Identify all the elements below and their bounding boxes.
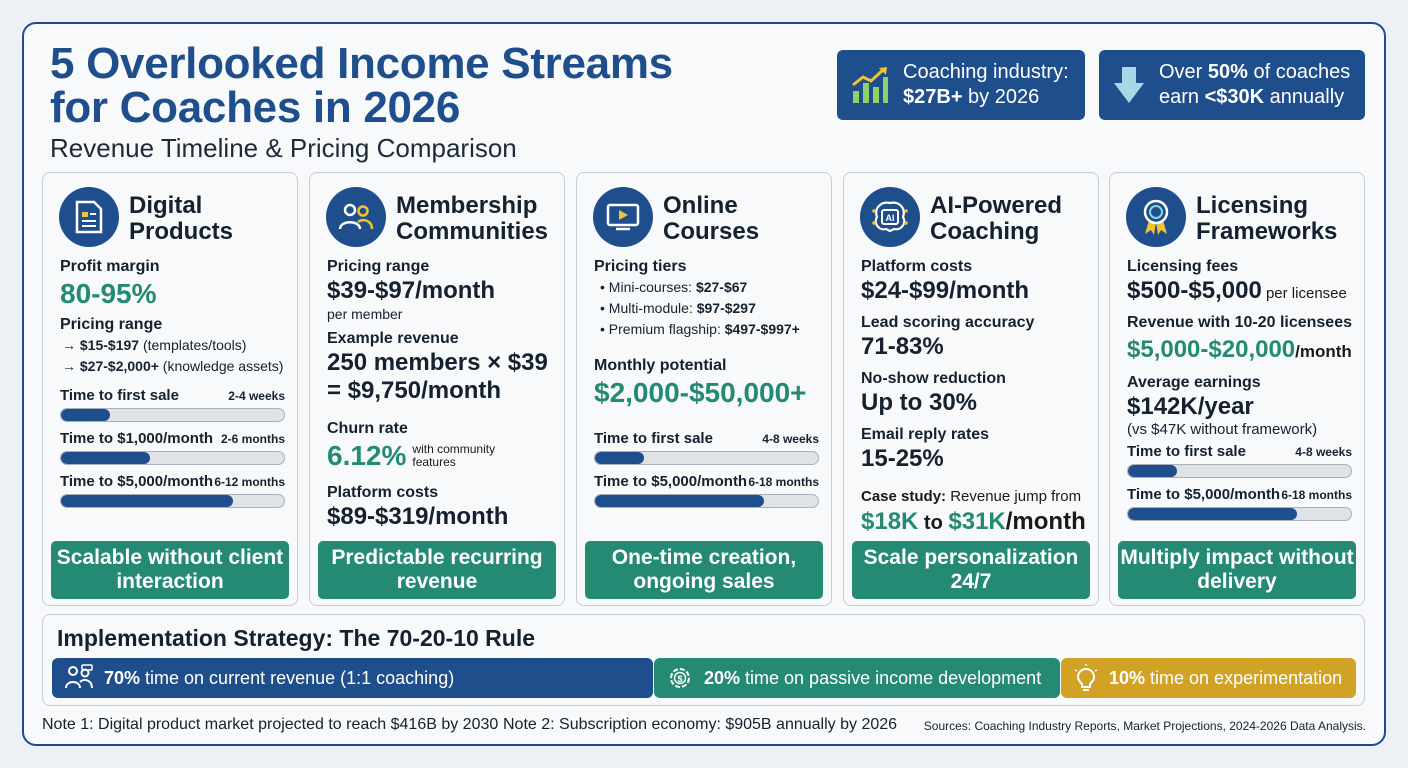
licensing-fees-value: $500-$5,000 per licensee xyxy=(1127,277,1347,304)
profit-margin-label: Profit margin xyxy=(60,258,160,275)
segment-experimentation: 10% time on experimentation xyxy=(1061,658,1356,698)
sources-citation: Sources: Coaching Industry Reports, Mark… xyxy=(923,719,1366,733)
monthly-potential-value: $2,000-$50,000+ xyxy=(594,377,807,408)
document-icon xyxy=(59,187,119,247)
pricing-range-label: Pricing range xyxy=(60,316,163,333)
tier-item: • Premium flagship: $497-$997+ xyxy=(600,321,800,337)
licensee-revenue-value: $5,000-$20,000/month xyxy=(1127,336,1352,363)
platform-costs-value: $24-$99/month xyxy=(861,277,1030,304)
svg-text:$: $ xyxy=(677,674,682,684)
stat-coach-earnings: Over 50% of coaches earn <$30K annually xyxy=(1099,50,1365,120)
churn-rate: 6.12% with community features xyxy=(327,440,496,471)
award-ribbon-icon xyxy=(1126,187,1186,247)
card-cta-banner: Multiply impact without delivery xyxy=(1118,541,1356,599)
card-cta-banner: Scale personalization 24/7 xyxy=(852,541,1090,599)
example-revenue-value: 250 members × $39 = $9,750/month xyxy=(327,349,548,404)
card-cta-banner: One-time creation, ongoing sales xyxy=(585,541,823,599)
progress-5000-month: Time to $5,000/month 6-18 months xyxy=(594,473,819,508)
lightbulb-icon xyxy=(1073,664,1099,692)
video-screen-icon xyxy=(593,187,653,247)
lead-scoring-value: 71-83% xyxy=(861,333,944,360)
email-reply-value: 15-25% xyxy=(861,445,944,472)
case-study-value: $18K to $31K/month xyxy=(861,508,1086,535)
card-title: Online Courses xyxy=(663,192,760,245)
gear-dollar-icon: $ xyxy=(666,664,694,692)
card-title: AI-Powered Coaching xyxy=(930,192,1063,245)
footnote-2: Note 2: Subscription economy: $905B annu… xyxy=(503,716,898,733)
progress-first-sale: Time to first sale 4-8 weeks xyxy=(1127,443,1352,478)
tier-item: • Mini-courses: $27-$67 xyxy=(600,279,748,295)
svg-text:AI: AI xyxy=(886,213,895,223)
bar-chart-up-icon xyxy=(852,67,888,103)
ai-brain-icon: AI xyxy=(860,187,920,247)
card-licensing-frameworks: Licensing Frameworks Licensing fees $500… xyxy=(1109,172,1365,606)
pricing-item: → $27-$2,000+ (knowledge assets) xyxy=(62,358,284,374)
card-cta-banner: Predictable recurring revenue xyxy=(318,541,556,599)
platform-costs-value: $89-$319/month xyxy=(327,503,509,530)
stat-industry-size: Coaching industry: $27B+ by 2026 xyxy=(837,50,1085,120)
implementation-title: Implementation Strategy: The 70-20-10 Ru… xyxy=(57,625,536,651)
page-subtitle: Revenue Timeline & Pricing Comparison xyxy=(50,133,517,163)
arrow-down-icon xyxy=(1114,67,1144,103)
card-cta-banner: Scalable without client interaction xyxy=(51,541,289,599)
tier-item: • Multi-module: $97-$297 xyxy=(600,300,756,316)
pricing-value: $39-$97/month xyxy=(327,277,496,304)
profit-margin-value: 80-95% xyxy=(60,278,157,309)
segment-passive-income: $ 20% time on passive income development xyxy=(654,658,1060,698)
progress-first-sale: Time to first sale 4-8 weeks xyxy=(594,430,819,465)
pricing-item: → $15-$197 (templates/tools) xyxy=(62,337,247,353)
footnote-1: Note 1: Digital product market projected… xyxy=(42,716,499,733)
card-digital-products: Digital Products Profit margin 80-95% Pr… xyxy=(42,172,298,606)
card-title: Digital Products xyxy=(129,192,234,245)
card-membership-communities: Membership Communities Pricing range $39… xyxy=(309,172,565,606)
progress-5000-month: Time to $5,000/month 6-18 months xyxy=(1127,486,1352,521)
card-title: Licensing Frameworks xyxy=(1196,192,1338,245)
people-icon xyxy=(326,187,386,247)
page-title: 5 Overlooked Income Streams for Coaches … xyxy=(50,39,673,132)
no-show-value: Up to 30% xyxy=(861,389,978,416)
card-title: Membership Communities xyxy=(396,192,549,245)
segment-current-revenue: 70% time on current revenue (1:1 coachin… xyxy=(52,658,653,698)
progress-5000-month: Time to $5,000/month 6-12 months xyxy=(60,473,285,508)
card-ai-coaching: AI AI-Powered Coaching Platform costs $2… xyxy=(843,172,1099,606)
average-earnings-value: $142K/year xyxy=(1127,393,1254,420)
card-online-courses: Online Courses Pricing tiers • Mini-cour… xyxy=(576,172,832,606)
progress-1000-month: Time to $1,000/month 2-6 months xyxy=(60,430,285,465)
case-study-text: Case study: Revenue jump from xyxy=(861,488,1082,505)
progress-first-sale: Time to first sale 2-4 weeks xyxy=(60,387,285,422)
implementation-strategy: Implementation Strategy: The 70-20-10 Ru… xyxy=(42,614,1365,706)
people-icon xyxy=(64,664,94,692)
